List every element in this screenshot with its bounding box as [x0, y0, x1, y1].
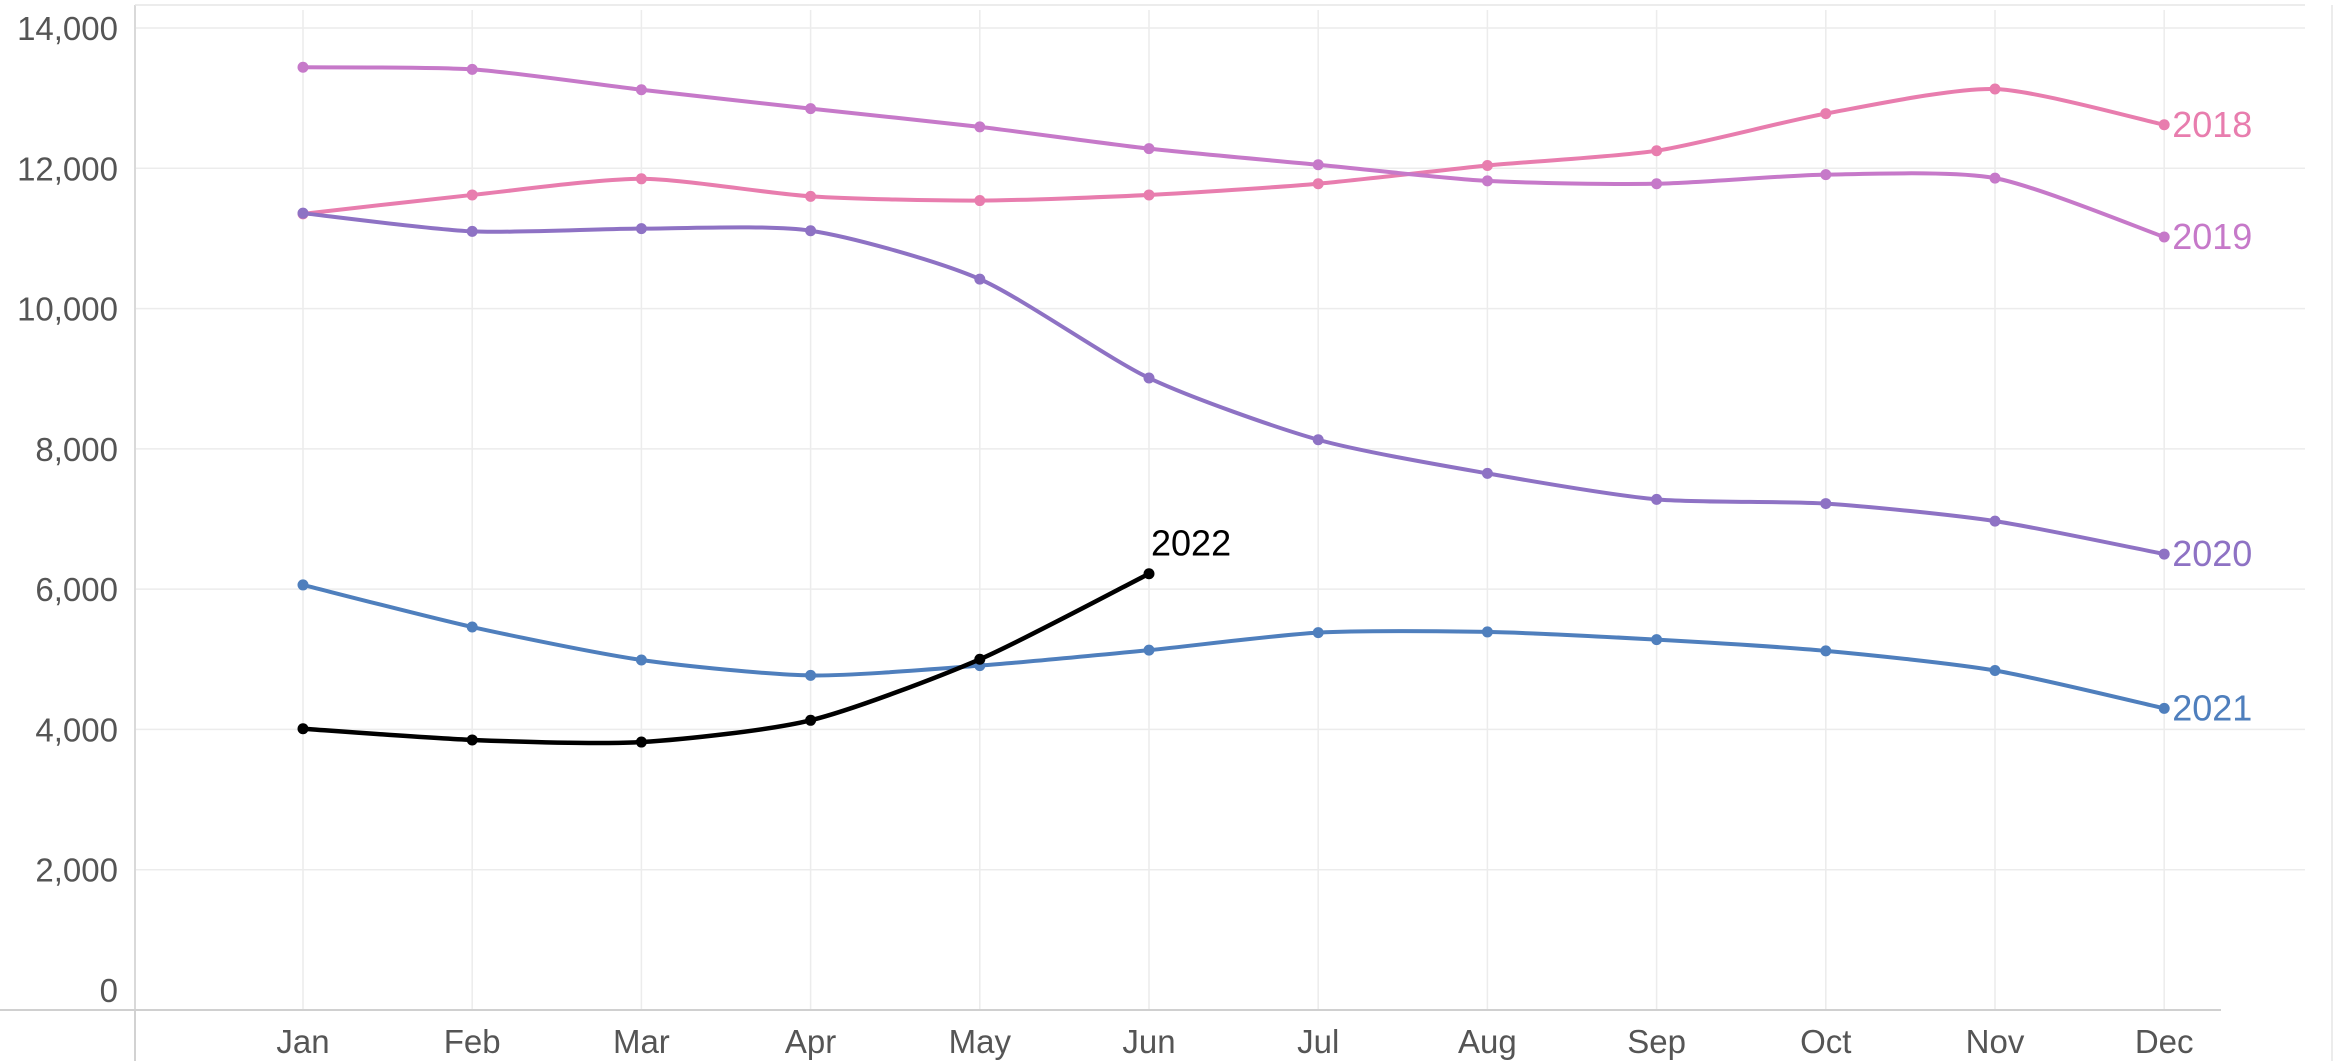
- y-tick-label: 10,000: [17, 291, 118, 328]
- data-point-2019-Jun[interactable]: [1143, 143, 1155, 155]
- series-2022: [297, 568, 1155, 748]
- data-point-2019-May[interactable]: [974, 121, 986, 133]
- data-point-2020-Dec[interactable]: [2158, 548, 2170, 560]
- data-point-2020-Aug[interactable]: [1481, 467, 1493, 479]
- series-labels: 2018 2019 2020 2021 2022: [1151, 104, 2252, 729]
- series-label-2018: 2018: [2172, 104, 2252, 145]
- series-label-2022: 2022: [1151, 523, 1231, 564]
- data-point-2019-Dec[interactable]: [2158, 231, 2170, 243]
- x-tick-label: Aug: [1458, 1023, 1517, 1060]
- series-label-2019: 2019: [2172, 216, 2252, 257]
- series-line-2019: [301, 65, 2167, 240]
- data-point-2020-May[interactable]: [974, 273, 986, 285]
- data-point-2021-Jun[interactable]: [1143, 644, 1155, 656]
- series-2018: [297, 83, 2170, 220]
- data-point-2020-Feb[interactable]: [466, 225, 478, 237]
- y-tick-label: 12,000: [17, 150, 118, 187]
- data-point-2018-Sep[interactable]: [1651, 145, 1663, 157]
- data-point-2020-Apr[interactable]: [805, 225, 817, 237]
- series-2020: [297, 207, 2170, 560]
- data-point-2019-Sep[interactable]: [1651, 178, 1663, 190]
- data-point-2020-Oct[interactable]: [1820, 498, 1832, 510]
- data-point-2018-Apr[interactable]: [805, 190, 817, 202]
- data-point-2022-Jan[interactable]: [297, 723, 309, 735]
- data-point-2022-Apr[interactable]: [805, 714, 817, 726]
- y-tick-label: 4,000: [35, 711, 118, 748]
- x-tick-label: May: [949, 1023, 1012, 1060]
- x-tick-label: Jul: [1297, 1023, 1339, 1060]
- data-point-2022-Feb[interactable]: [466, 734, 478, 746]
- series-2021: [297, 579, 2170, 714]
- data-point-2018-Nov[interactable]: [1989, 83, 2001, 95]
- data-point-2019-Oct[interactable]: [1820, 169, 1832, 181]
- data-point-2021-Oct[interactable]: [1820, 645, 1832, 657]
- data-point-2018-May[interactable]: [974, 195, 986, 207]
- x-tick-label: Oct: [1800, 1023, 1851, 1060]
- axes: 0 2,000 4,000 6,000 8,000 10,000 12,000 14,000 J…: [0, 4, 2333, 1061]
- data-point-2021-Aug[interactable]: [1481, 626, 1493, 638]
- data-point-2022-May[interactable]: [974, 653, 986, 665]
- data-point-2021-Feb[interactable]: [466, 621, 478, 633]
- data-point-2022-Jun[interactable]: [1143, 568, 1155, 580]
- data-point-2019-Aug[interactable]: [1481, 175, 1493, 187]
- data-point-2021-Jan[interactable]: [297, 579, 309, 591]
- x-tick-label: Jun: [1122, 1023, 1175, 1060]
- data-point-2020-Sep[interactable]: [1651, 493, 1663, 505]
- data-point-2022-Mar[interactable]: [635, 736, 647, 748]
- data-point-2020-Jul[interactable]: [1312, 434, 1324, 446]
- data-point-2021-Nov[interactable]: [1989, 665, 2001, 677]
- data-point-2021-Jul[interactable]: [1312, 627, 1324, 639]
- data-point-2019-Jul[interactable]: [1312, 159, 1324, 171]
- data-point-2021-Mar[interactable]: [635, 654, 647, 666]
- data-point-2018-Jul[interactable]: [1312, 178, 1324, 190]
- data-point-2018-Mar[interactable]: [635, 173, 647, 185]
- x-tick-label: Jan: [276, 1023, 329, 1060]
- data-point-2019-Jan[interactable]: [297, 61, 309, 73]
- y-tick-label: 2,000: [35, 852, 118, 889]
- y-tick-label: 0: [100, 972, 118, 1009]
- series-label-2020: 2020: [2172, 533, 2252, 574]
- data-point-2021-Apr[interactable]: [805, 669, 817, 681]
- data-point-2021-Sep[interactable]: [1651, 634, 1663, 646]
- data-point-2019-Apr[interactable]: [805, 103, 817, 115]
- x-tick-label: Dec: [2135, 1023, 2194, 1060]
- series-2019: [297, 61, 2170, 243]
- series-label-2021: 2021: [2172, 687, 2252, 728]
- data-point-2020-Nov[interactable]: [1989, 515, 2001, 527]
- x-tick-label: Mar: [613, 1023, 670, 1060]
- y-tick-label: 6,000: [35, 571, 118, 608]
- data-point-2018-Oct[interactable]: [1820, 108, 1832, 120]
- grid-lines: [135, 10, 2305, 1010]
- series-line-2018: [301, 87, 2167, 216]
- data-point-2021-Dec[interactable]: [2158, 702, 2170, 714]
- data-point-2018-Aug[interactable]: [1481, 159, 1493, 171]
- y-tick-label: 8,000: [35, 431, 118, 468]
- data-point-2019-Feb[interactable]: [466, 63, 478, 75]
- series-line-2020: [301, 211, 2167, 557]
- data-point-2020-Mar[interactable]: [635, 223, 647, 235]
- series-lines: [297, 61, 2170, 748]
- x-tick-label: Sep: [1627, 1023, 1686, 1060]
- y-tick-label: 14,000: [17, 10, 118, 47]
- x-tick-label: Nov: [1966, 1023, 2025, 1060]
- data-point-2018-Dec[interactable]: [2158, 119, 2170, 131]
- data-point-2018-Feb[interactable]: [466, 189, 478, 201]
- x-tick-label: Apr: [785, 1023, 836, 1060]
- series-line-2021: [301, 582, 2167, 711]
- data-point-2019-Mar[interactable]: [635, 84, 647, 96]
- data-point-2019-Nov[interactable]: [1989, 172, 2001, 184]
- data-point-2018-Jun[interactable]: [1143, 189, 1155, 201]
- series-line-2022: [300, 571, 1152, 746]
- data-point-2020-Jun[interactable]: [1143, 372, 1155, 384]
- data-point-2020-Jan[interactable]: [297, 207, 309, 219]
- x-tick-label: Feb: [444, 1023, 501, 1060]
